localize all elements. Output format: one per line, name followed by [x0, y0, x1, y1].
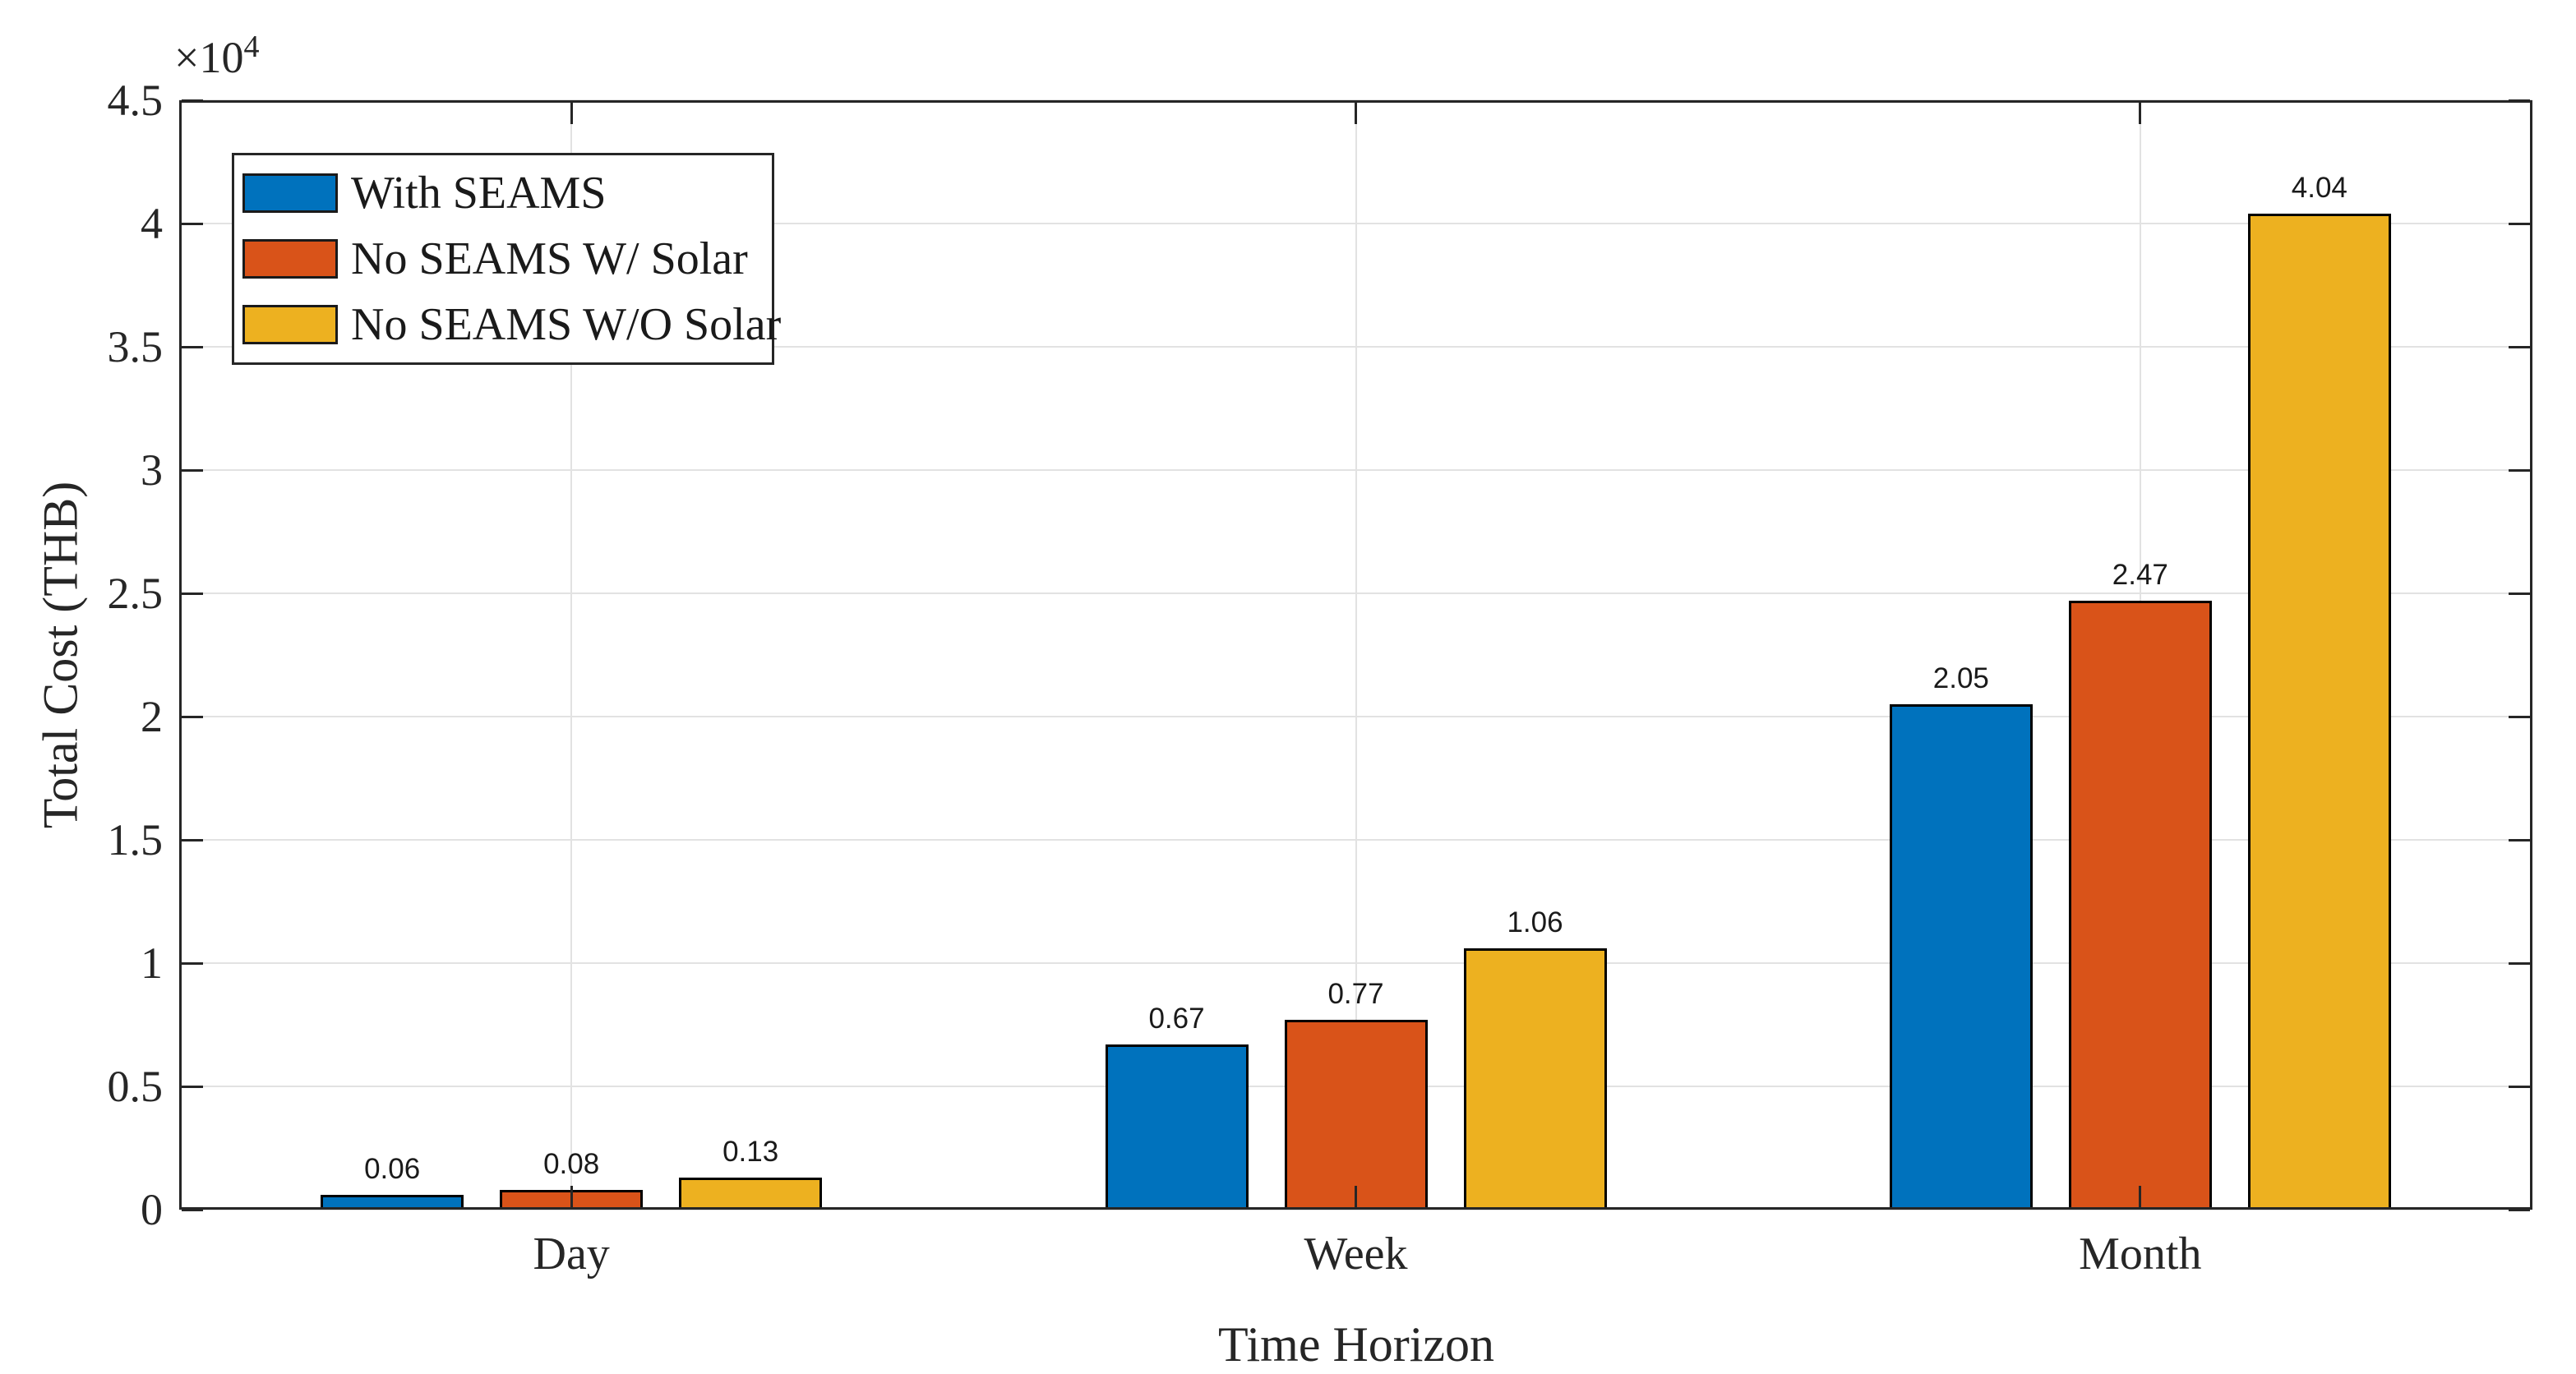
legend-label: No SEAMS W/ Solar — [351, 233, 748, 284]
bar-value-label: 0.67 — [1148, 1003, 1205, 1035]
offset-base: ×10 — [174, 33, 244, 82]
y-tick-mark — [182, 715, 203, 718]
x-tick-label: Month — [2079, 1229, 2202, 1279]
y-tick-mark — [2509, 222, 2530, 225]
legend-label: No SEAMS W/O Solar — [351, 299, 782, 350]
y-tick-mark — [182, 838, 203, 841]
y-tick-label: 3 — [141, 445, 163, 495]
y-tick-mark — [2509, 1208, 2530, 1211]
legend-item: No SEAMS W/ Solar — [242, 226, 764, 292]
y-tick-label: 4.5 — [107, 76, 164, 125]
x-gridline — [1355, 100, 1357, 1210]
y-tick-label: 1.5 — [107, 815, 164, 865]
y-tick-mark — [182, 1085, 203, 1088]
y-tick-mark — [2509, 1085, 2530, 1088]
bar-no-seams-w-o-solar — [1463, 948, 1607, 1210]
bar-value-label: 2.05 — [1932, 662, 1989, 694]
y-tick-label: 2.5 — [107, 569, 164, 618]
bar-with-seams — [321, 1195, 464, 1210]
bar-value-label: 2.47 — [2112, 559, 2168, 591]
bar-value-label: 0.06 — [364, 1153, 421, 1185]
bar-no-seams-w-solar — [1284, 1020, 1428, 1210]
x-tick-label: Week — [1304, 1229, 1408, 1279]
y-tick-mark — [182, 1208, 203, 1211]
bar-value-label: 4.04 — [2291, 172, 2347, 204]
y-tick-mark — [182, 961, 203, 965]
bar-no-seams-w-o-solar — [679, 1178, 823, 1210]
y-tick-mark — [2509, 345, 2530, 348]
x-axis-title: Time Horizon — [1217, 1317, 1495, 1372]
y-tick-mark — [182, 345, 203, 348]
y-tick-mark — [2509, 838, 2530, 841]
y-tick-label: 2 — [141, 692, 163, 741]
bar-no-seams-w-o-solar — [2247, 214, 2391, 1210]
x-gridline — [570, 100, 573, 1210]
y-tick-mark — [2509, 592, 2530, 595]
y-tick-mark — [2509, 715, 2530, 718]
x-tick-mark — [2139, 103, 2142, 124]
y-axis-offset-text: ×104 — [174, 31, 259, 80]
y-tick-mark — [182, 468, 203, 472]
bar-value-label: 1.06 — [1507, 906, 1563, 938]
bar-no-seams-w-solar — [2068, 601, 2212, 1210]
y-tick-mark — [2509, 99, 2530, 102]
legend: With SEAMS No SEAMS W/ Solar No SEAMS W/… — [232, 153, 781, 365]
y-axis-title: Total Cost (THB) — [33, 481, 88, 829]
y-tick-label: 4 — [141, 199, 163, 248]
y-tick-mark — [2509, 468, 2530, 472]
y-tick-mark — [182, 592, 203, 595]
legend-label: With SEAMS — [351, 168, 607, 219]
y-gridline — [179, 1209, 2532, 1210]
x-tick-mark — [1355, 103, 1357, 124]
y-tick-label: 0 — [141, 1185, 163, 1234]
legend-item: No SEAMS W/O Solar — [242, 292, 781, 357]
x-tick-mark — [2139, 1186, 2142, 1207]
bar-with-seams — [1889, 704, 2033, 1210]
y-tick-mark — [2509, 961, 2530, 965]
x-tick-mark — [1355, 1186, 1357, 1207]
bar-value-label: 0.08 — [543, 1148, 600, 1180]
legend-swatch-blue — [242, 173, 338, 213]
legend-swatch-yellow — [242, 305, 338, 344]
legend-swatch-orange — [242, 239, 338, 279]
plot-area: 0.06 0.67 2.05 0.08 0.77 2.47 0.13 1.06 4.04 — [179, 99, 2532, 1210]
y-tick-label: 0.5 — [107, 1062, 164, 1111]
x-tick-label: Day — [533, 1229, 610, 1279]
x-tick-mark — [570, 103, 573, 124]
offset-exponent: 4 — [243, 30, 260, 64]
x-tick-mark — [570, 1186, 573, 1207]
legend-item: With SEAMS — [242, 160, 764, 226]
y-tick-label: 1 — [141, 938, 163, 988]
bar-value-label: 0.77 — [1327, 978, 1384, 1010]
bar-with-seams — [1105, 1044, 1249, 1210]
bar-value-label: 0.13 — [722, 1136, 779, 1168]
y-tick-mark — [182, 99, 203, 102]
y-tick-label: 3.5 — [107, 322, 164, 371]
y-tick-mark — [182, 222, 203, 225]
